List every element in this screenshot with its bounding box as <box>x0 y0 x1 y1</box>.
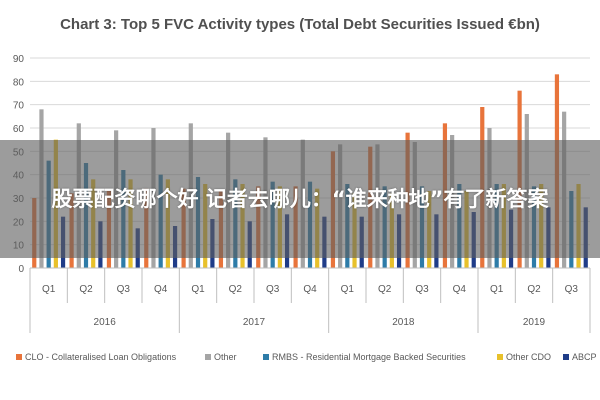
x-tick-label: Q3 <box>415 284 429 295</box>
y-tick-label: 90 <box>13 54 25 65</box>
x-tick-label: Q3 <box>117 284 131 295</box>
chart-title: Chart 3: Top 5 FVC Activity types (Total… <box>60 16 540 33</box>
legend-label: Other <box>214 352 237 362</box>
legend-swatch <box>497 354 503 360</box>
x-tick-label: Q4 <box>303 284 317 295</box>
x-tick-label: Q3 <box>565 284 579 295</box>
legend-swatch <box>16 354 22 360</box>
y-tick-label: 60 <box>13 124 25 135</box>
legend-label: RMBS - Residential Mortgage Backed Secur… <box>272 352 466 362</box>
legend-swatch <box>563 354 569 360</box>
x-tick-label: Q2 <box>229 284 243 295</box>
legend-swatch <box>263 354 269 360</box>
x-tick-label: Q3 <box>266 284 280 295</box>
x-tick-label: Q4 <box>453 284 467 295</box>
group-label: 2017 <box>243 317 266 328</box>
legend-swatch <box>205 354 211 360</box>
x-tick-label: Q1 <box>42 284 56 295</box>
x-tick-label: Q2 <box>378 284 392 295</box>
legend-label: CLO - Collateralised Loan Obligations <box>25 352 177 362</box>
y-tick-label: 70 <box>13 101 25 112</box>
x-tick-label: Q1 <box>490 284 504 295</box>
legend-label: ABCP <box>572 352 597 362</box>
x-tick-label: Q1 <box>341 284 355 295</box>
x-tick-label: Q1 <box>191 284 205 295</box>
legend-label: Other CDO <box>506 352 551 362</box>
x-tick-label: Q2 <box>79 284 93 295</box>
y-tick-label: 0 <box>18 264 24 275</box>
x-tick-label: Q2 <box>527 284 541 295</box>
overlay-banner: 股票配资哪个好 记者去哪儿：“谁来种地”有了新答案 <box>0 140 600 258</box>
group-label: 2019 <box>523 317 546 328</box>
x-tick-label: Q4 <box>154 284 168 295</box>
group-label: 2016 <box>94 317 117 328</box>
banner-headline: 股票配资哪个好 记者去哪儿：“谁来种地”有了新答案 <box>51 187 549 211</box>
group-label: 2018 <box>392 317 415 328</box>
legend: CLO - Collateralised Loan Obligations Oth… <box>16 352 597 362</box>
y-tick-label: 80 <box>13 77 25 88</box>
